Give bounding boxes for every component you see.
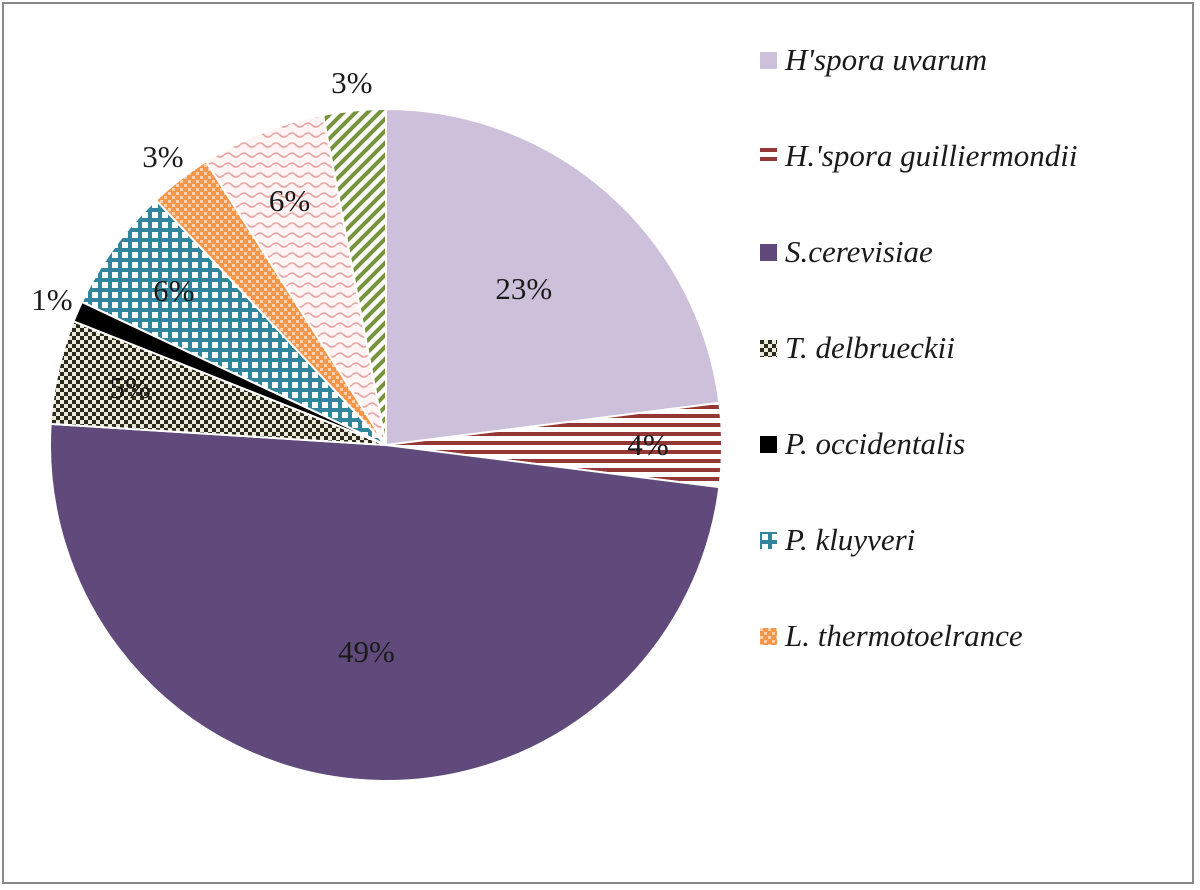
slice-data-label: 6% <box>153 272 195 308</box>
pie-slice <box>321 107 387 446</box>
slice-data-label: 3% <box>331 64 373 100</box>
legend-item: T. delbrueckii <box>760 328 955 368</box>
slice-data-label: 4% <box>627 427 669 462</box>
slice-data-label: 3% <box>142 139 184 175</box>
legend-label: P. occidentalis <box>785 426 966 461</box>
legend-label: P. kluyveri <box>785 522 916 557</box>
legend-item: P. kluyveri <box>760 520 915 560</box>
legend-swatch <box>760 627 777 645</box>
slice-data-label: 1% <box>31 282 73 318</box>
slice-data-label: 49% <box>337 634 395 670</box>
legend-item: P. occidentalis <box>760 424 965 464</box>
pie-slice <box>80 198 387 446</box>
legend-swatch <box>760 243 777 261</box>
pie-slice <box>204 113 387 446</box>
slice-data-label: 23% <box>495 270 553 306</box>
legend-swatch <box>760 435 777 453</box>
legend-label: H'spora uvarum <box>785 42 988 77</box>
legend-swatch <box>760 531 777 549</box>
pie-slice <box>49 422 721 783</box>
legend-swatch <box>760 339 777 357</box>
slice-data-label: 6% <box>268 183 311 219</box>
legend-label: L. thermotoelrance <box>785 618 1023 653</box>
legend-item: S.cerevisiae <box>760 232 933 272</box>
legend-label: S.cerevisiae <box>785 234 933 269</box>
legend-swatch <box>760 51 777 69</box>
legend-item: H.'spora guilliermondii <box>760 136 1078 176</box>
legend-item: L. thermotoelrance <box>760 616 1023 656</box>
legend-item: H'spora uvarum <box>760 40 987 80</box>
slice-data-label: 5% <box>109 369 151 405</box>
legend-label: H.'spora guilliermondii <box>785 138 1078 173</box>
pie-slice <box>385 107 721 447</box>
legend-swatch <box>760 147 777 165</box>
legend-label: T. delbrueckii <box>785 330 955 365</box>
